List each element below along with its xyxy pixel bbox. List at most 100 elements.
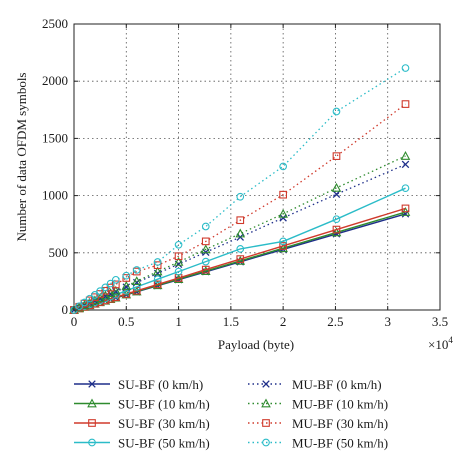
y-axis-ticks: 0 500 1000 1500 2000 2500 [42,16,440,317]
data-point [279,237,287,246]
legend-entry-4: SU-BF (50 km/h) [74,436,210,451]
legend-label: SU-BF (30 km/h) [118,416,210,431]
data-point [201,257,210,266]
data-point [201,237,210,246]
series-line [73,163,406,311]
y-tick-label: 1500 [42,130,68,145]
data-point [332,107,341,116]
data-point [236,192,245,201]
legend-marker [88,419,96,427]
y-tick-label: 2500 [42,16,68,31]
series-layer [69,64,411,314]
data-point [278,208,288,218]
legend-marker [88,438,96,447]
legend-label: SU-BF (0 km/h) [118,377,203,392]
data-point [174,252,183,261]
series-4 [70,184,410,314]
data-point [132,266,141,274]
y-tick-label: 0 [62,302,69,317]
legend-marker [262,419,270,427]
data-point [122,271,131,280]
series-8 [70,64,410,314]
legend-entry-5: MU-BF (0 km/h) [248,377,382,392]
x-tick-label: 0 [71,314,78,329]
data-point [236,255,245,263]
data-point [279,214,287,222]
plot-border [73,23,441,311]
data-point [235,255,246,265]
legend-label: MU-BF (50 km/h) [292,436,388,451]
legend-entry-7: MU-BF (30 km/h) [248,416,388,431]
data-point [332,190,341,198]
data-point [401,184,410,193]
y-tick-label: 1000 [42,188,68,203]
legend-marker [261,398,271,408]
data-point [152,266,163,276]
data-point [236,216,245,225]
x-tick-label: 3.5 [432,314,448,329]
x-tick-label: 1 [175,314,182,329]
data-point [153,280,162,289]
legend-marker [262,380,270,388]
data-point [132,283,141,291]
data-point [174,240,183,249]
x-axis-ticks: 0 0.5 1 1.5 2 2.5 3 3.5 [71,24,448,329]
x-axis-label: Payload (byte) [218,337,294,352]
series-line [73,187,406,311]
legend-entry-1: SU-BF (0 km/h) [74,377,203,392]
series-line [73,67,406,311]
legend-label: MU-BF (0 km/h) [292,377,382,392]
x-axis-multiplier: ×104 [428,335,453,352]
data-point [401,64,410,72]
series-7 [70,100,410,314]
data-point [279,190,287,199]
legend: SU-BF (0 km/h) SU-BF (10 km/h) SU-BF (30 k… [74,377,388,451]
data-point [278,243,288,253]
legend-marker [87,398,97,408]
data-point [332,225,341,234]
series-line [73,207,406,311]
data-point [279,162,287,171]
legend-entry-6: MU-BF (10 km/h) [248,397,388,412]
data-point [401,204,410,213]
legend-label: SU-BF (50 km/h) [118,436,210,451]
data-point [96,287,104,295]
data-point [235,228,246,238]
marker-stroke [262,380,270,388]
data-point [131,276,142,286]
legend-entry-2: SU-BF (10 km/h) [74,397,210,412]
data-point [201,265,210,274]
data-point [85,294,94,303]
marker-stroke [401,160,410,169]
legend-marker [88,380,96,388]
data-point [91,291,99,299]
data-point [75,302,84,311]
y-axis-label: Number of data OFDM symbols [14,73,29,242]
marker-stroke [332,190,341,198]
data-point [173,256,184,266]
legend-marker [262,438,270,447]
x-tick-label: 0.5 [118,314,134,329]
series-6 [69,150,411,314]
data-point [153,261,162,270]
legend-label: MU-BF (30 km/h) [292,416,388,431]
data-point [332,152,341,160]
data-point [111,275,120,284]
data-point [401,160,410,169]
data-point [153,275,162,284]
x-tick-label: 2.5 [327,314,343,329]
data-point [331,227,342,237]
series-3 [70,204,410,314]
series-line [73,103,406,311]
data-point [122,274,131,282]
x-tick-label: 2 [280,314,287,329]
marker-stroke [88,380,96,388]
data-point [80,298,89,307]
data-point [153,258,162,266]
data-point [111,280,120,289]
x-tick-label: 3 [384,314,391,329]
data-point [401,100,410,108]
legend-entry-3: SU-BF (30 km/h) [74,416,210,431]
data-point [236,245,245,253]
